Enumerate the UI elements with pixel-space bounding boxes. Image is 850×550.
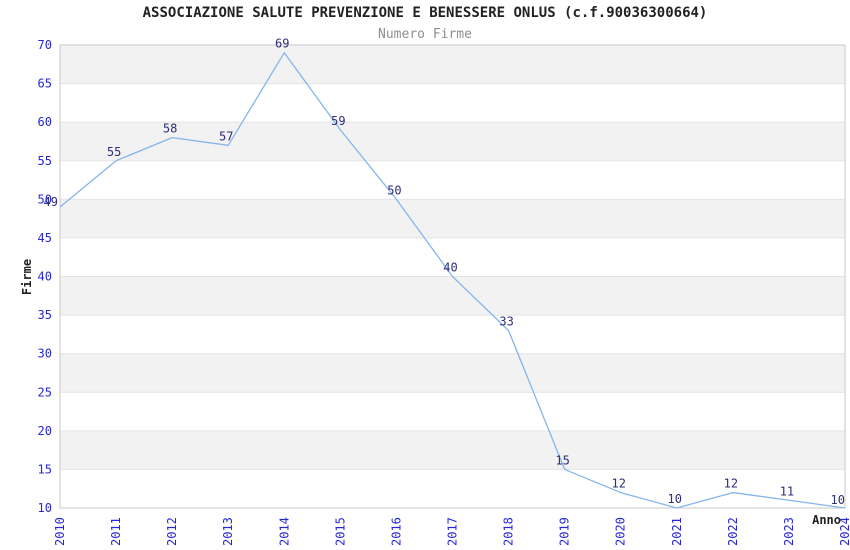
data-point-label: 55 [107, 145, 121, 159]
data-point-label: 11 [780, 484, 794, 498]
x-tick-label: 2021 [670, 517, 684, 546]
y-tick-label: 60 [38, 115, 52, 129]
x-tick-label: 2017 [446, 517, 460, 546]
y-tick-label: 55 [38, 154, 52, 168]
y-tick-label: 35 [38, 308, 52, 322]
data-point-label: 69 [275, 37, 289, 51]
plot-frame [59, 44, 846, 509]
grid-band [60, 353, 845, 393]
y-tick-label: 15 [38, 462, 52, 476]
data-point-label: 12 [611, 477, 625, 491]
x-tick-label: 2022 [726, 517, 740, 546]
data-point-label: 59 [331, 114, 345, 128]
x-axis-title: Anno [812, 513, 841, 527]
x-tick-label: 2020 [614, 517, 628, 546]
y-tick-label: 50 [38, 192, 52, 206]
chart-title: ASSOCIAZIONE SALUTE PREVENZIONE E BENESS… [142, 5, 708, 21]
x-tick-label: 2015 [333, 517, 347, 546]
x-tick-label: 2014 [277, 517, 291, 546]
x-tick-label: 2012 [165, 517, 179, 546]
data-line [59, 52, 846, 509]
x-tick-label: 2023 [782, 517, 796, 546]
y-tick-label: 45 [38, 231, 52, 245]
y-tick-label: 30 [38, 347, 52, 361]
grid-band [60, 122, 845, 161]
grid-band [60, 430, 845, 470]
data-point-label: 15 [555, 453, 569, 467]
y-tick-label: 40 [38, 270, 52, 284]
data-point-label: 33 [499, 315, 513, 329]
data-point-label: 10 [668, 492, 682, 506]
x-tick-label: 2019 [558, 517, 572, 546]
y-tick-label: 70 [38, 38, 52, 52]
chart-subtitle: Numero Firme [378, 27, 472, 42]
grid-band [60, 45, 845, 84]
data-point-label: 57 [219, 129, 233, 143]
y-tick-label: 25 [38, 385, 52, 399]
data-point-label: 12 [724, 477, 738, 491]
data-point-label: 58 [163, 122, 177, 136]
x-tick-label: 2018 [502, 517, 516, 546]
y-tick-label: 10 [38, 501, 52, 515]
data-point-label: 40 [443, 261, 457, 275]
data-point-label: 50 [387, 183, 401, 197]
x-tick-label: 2010 [53, 517, 67, 546]
y-tick-label: 20 [38, 424, 52, 438]
data-point-label: 49 [44, 195, 58, 209]
data-point-label: 10 [831, 493, 845, 507]
x-tick-label: 2024 [838, 517, 850, 546]
grid-band [60, 276, 845, 316]
x-tick-label: 2016 [389, 517, 403, 546]
x-tick-label: 2013 [221, 517, 235, 546]
y-axis-title: Firme [20, 258, 34, 296]
grid-band [60, 199, 845, 238]
x-tick-label: 2011 [109, 517, 123, 546]
y-tick-label: 65 [38, 77, 52, 91]
